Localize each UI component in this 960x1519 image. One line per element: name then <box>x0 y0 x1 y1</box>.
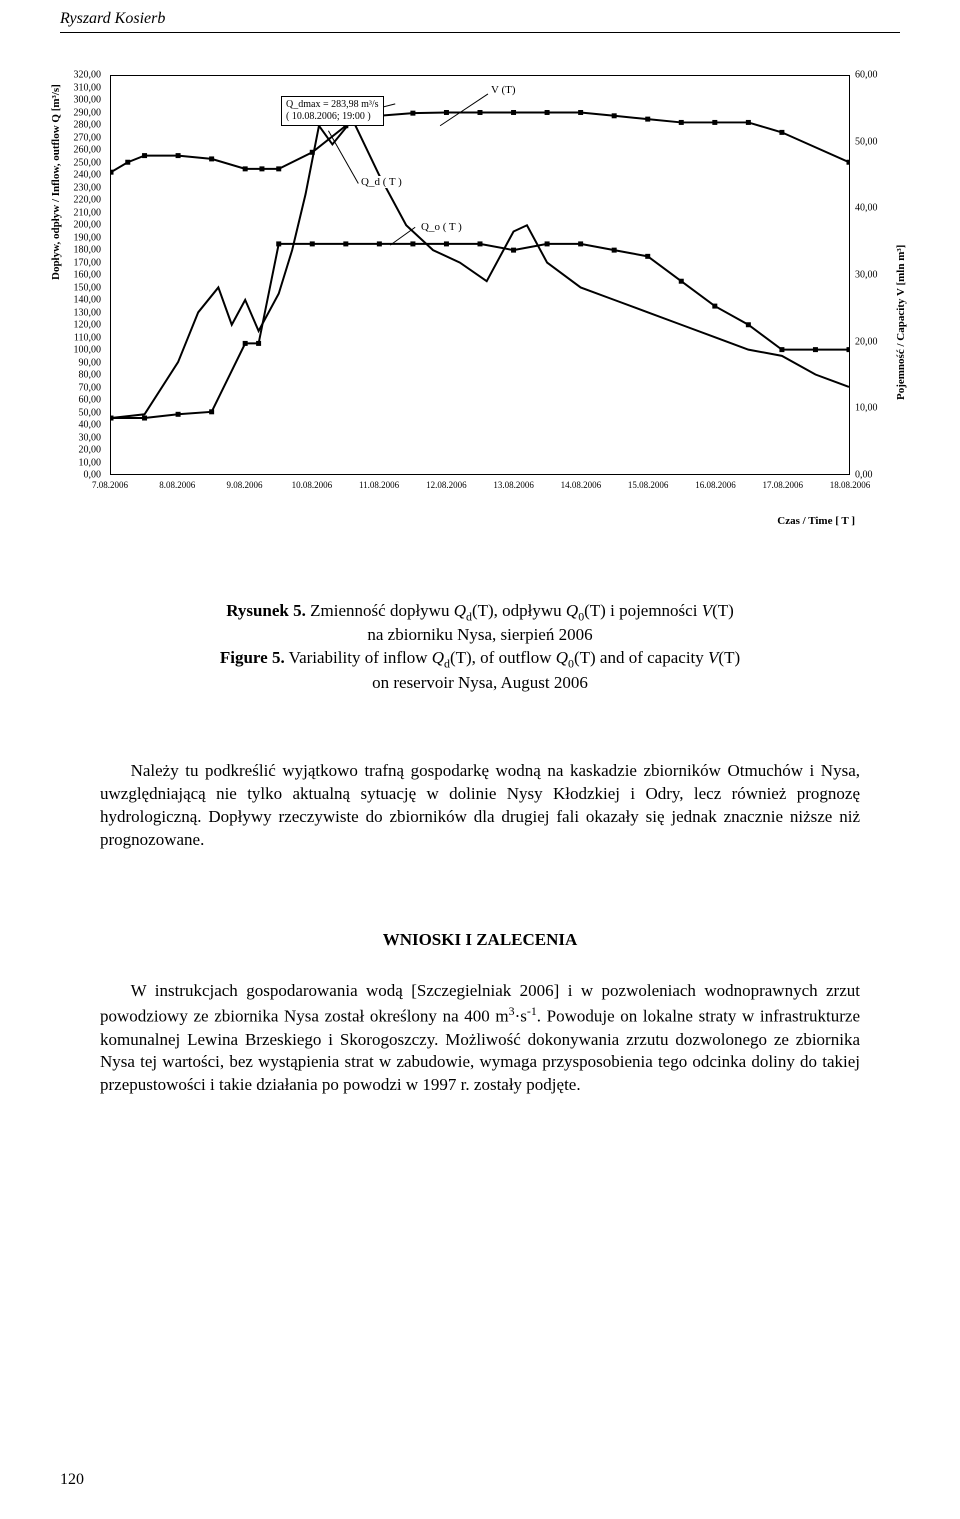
y-right-ticks: 0,0010,0020,0030,0040,0050,0060,00 <box>855 75 900 475</box>
page-number: 120 <box>60 1471 84 1489</box>
figure-chart: Dopływ, odpływ / Inflow, outflow Q [m³/s… <box>55 70 905 540</box>
annotation-qdmax: Q_dmax = 283,98 m³/s ( 10.08.2006; 19:00… <box>281 96 384 126</box>
caption-pl-t3: (T) i pojemności <box>584 601 702 620</box>
body-para-2b: ·s <box>515 1007 527 1026</box>
caption-pl-line2: na zbiorniku Nysa, sierpień 2006 <box>60 624 900 647</box>
body-para-2-sup2: -1 <box>527 1004 537 1018</box>
section-title-wrap: WNIOSKI I ZALECENIA <box>100 930 860 950</box>
caption-en-s1: Q <box>432 648 444 667</box>
body-para-1-wrap: Należy tu podkreślić wyjątkowo trafną go… <box>100 760 860 852</box>
caption-en-line2: on reservoir Nysa, August 2006 <box>60 672 900 695</box>
author-name: Ryszard Kosierb <box>60 10 165 28</box>
caption-pl-t4: (T) <box>712 601 734 620</box>
annotation-line2: ( 10.08.2006; 19:00 ) <box>286 111 371 122</box>
caption-pl-s3: V <box>702 601 712 620</box>
caption-pl-t2: (T), odpływu <box>472 601 566 620</box>
callout-qo: Q_o ( T ) <box>421 221 462 233</box>
annotation-line1: Q_dmax = 283,98 m³/s <box>286 99 379 110</box>
callout-qd: Q_d ( T ) <box>361 176 402 188</box>
caption-en-label: Figure 5. <box>220 648 285 667</box>
header-rule <box>60 32 900 33</box>
section-title: WNIOSKI I ZALECENIA <box>100 930 860 950</box>
figure-caption: Rysunek 5. Zmienność dopływu Qd(T), odpł… <box>60 600 900 695</box>
caption-en-t1: Variability of inflow <box>285 648 432 667</box>
caption-en-t4: (T) <box>718 648 740 667</box>
x-axis-label: Czas / Time [ T ] <box>777 515 855 527</box>
body-para-2: W instrukcjach gospodarowania wodą [Szcz… <box>100 980 860 1097</box>
callout-v: V (T) <box>491 84 516 96</box>
caption-en-t3: (T) and of capacity <box>574 648 708 667</box>
y-left-ticks: 0,0010,0020,0030,0040,0050,0060,0070,008… <box>55 75 105 475</box>
chart-plot-area: Q_dmax = 283,98 m³/s ( 10.08.2006; 19:00… <box>110 75 850 475</box>
caption-pl-s1: Q <box>454 601 466 620</box>
caption-pl-s2: Q <box>566 601 578 620</box>
caption-en-t2: (T), of outflow <box>450 648 556 667</box>
caption-pl-label: Rysunek 5. <box>226 601 306 620</box>
body-para-1: Należy tu podkreślić wyjątkowo trafną go… <box>100 760 860 852</box>
caption-en-s3: V <box>708 648 718 667</box>
chart-svg <box>111 76 849 474</box>
body-para-2-wrap: W instrukcjach gospodarowania wodą [Szcz… <box>100 980 860 1097</box>
caption-en-s2: Q <box>556 648 568 667</box>
caption-pl-t1: Zmienność dopływu <box>306 601 454 620</box>
